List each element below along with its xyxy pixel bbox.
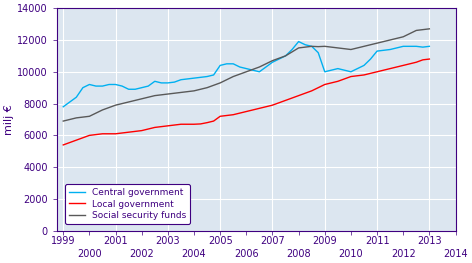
Central government bbox=[60, 105, 66, 108]
Central government bbox=[322, 70, 328, 73]
Local government bbox=[315, 86, 321, 89]
Local government bbox=[427, 58, 432, 61]
Local government bbox=[80, 136, 86, 139]
Central government bbox=[315, 51, 321, 54]
Local government bbox=[217, 115, 223, 118]
Social security funds bbox=[159, 93, 164, 97]
Local government bbox=[309, 89, 314, 92]
Central government bbox=[74, 96, 79, 99]
Social security funds bbox=[80, 115, 86, 119]
Social security funds bbox=[427, 27, 432, 31]
Line: Social security funds: Social security funds bbox=[63, 29, 430, 121]
Social security funds bbox=[60, 119, 66, 123]
Social security funds bbox=[217, 81, 223, 84]
Central government bbox=[296, 40, 302, 43]
Legend: Central government, Local government, Social security funds: Central government, Local government, So… bbox=[65, 184, 190, 224]
Local government bbox=[74, 139, 79, 142]
Line: Central government: Central government bbox=[63, 42, 430, 107]
Local government bbox=[60, 143, 66, 146]
Y-axis label: milj €: milj € bbox=[4, 104, 14, 135]
Social security funds bbox=[315, 45, 321, 48]
Local government bbox=[159, 125, 164, 128]
Social security funds bbox=[74, 116, 79, 119]
Social security funds bbox=[309, 45, 314, 48]
Central government bbox=[159, 81, 164, 84]
Line: Local government: Local government bbox=[63, 59, 430, 145]
Central government bbox=[80, 86, 86, 89]
Central government bbox=[217, 64, 223, 67]
Central government bbox=[427, 45, 432, 48]
